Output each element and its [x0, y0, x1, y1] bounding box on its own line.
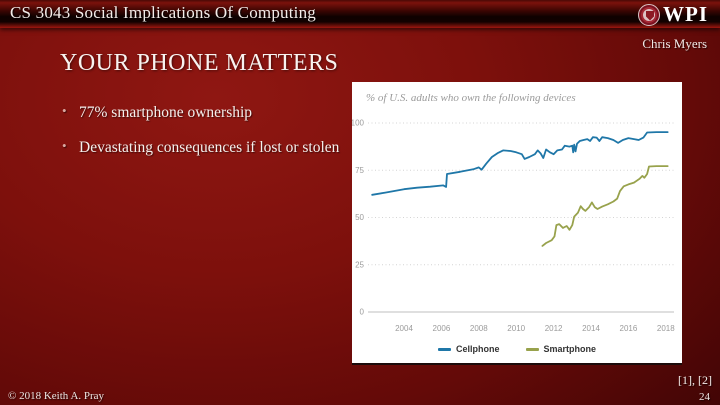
svg-text:0: 0 — [360, 308, 365, 317]
legend-item-smartphone: Smartphone — [525, 344, 597, 354]
course-title: CS 3043 Social Implications Of Computing — [10, 3, 316, 22]
bullet-list: 77% smartphone ownership Devastating con… — [62, 103, 347, 173]
wpi-logo: WPI — [638, 2, 708, 27]
bullet-item: 77% smartphone ownership — [62, 103, 347, 123]
footer-page-number: 24 — [699, 391, 710, 403]
bullet-item: Devastating consequences if lost or stol… — [62, 138, 347, 158]
svg-text:100: 100 — [352, 119, 365, 128]
wpi-logo-text: WPI — [663, 2, 708, 26]
legend-line-swatch-icon — [437, 347, 451, 351]
svg-text:2010: 2010 — [507, 324, 525, 333]
chart-image: 0 25 50 75 100 2004 2006 2008 2010 2012 2014 2016 20… — [352, 82, 682, 365]
svg-text:2006: 2006 — [433, 324, 451, 333]
slide-title: YOUR PHONE MATTERS — [60, 50, 339, 76]
legend-label: Cellphone — [455, 344, 500, 354]
header-bar: CS 3043 Social Implications Of Computing… — [0, 0, 720, 28]
legend-line-swatch-icon — [525, 347, 539, 351]
svg-text:2008: 2008 — [470, 324, 488, 333]
svg-text:2012: 2012 — [545, 324, 563, 333]
svg-text:50: 50 — [355, 213, 364, 222]
svg-text:25: 25 — [355, 260, 364, 269]
svg-text:2014: 2014 — [582, 324, 600, 333]
legend-label: Smartphone — [543, 344, 597, 354]
ownership-chart-svg: 0 25 50 75 100 2004 2006 2008 2010 2012 2014 2016 20… — [352, 119, 675, 334]
legend-item-cellphone: Cellphone — [437, 344, 500, 354]
svg-text:2016: 2016 — [620, 324, 638, 333]
chart-legend: Cellphone Smartphone — [352, 344, 682, 354]
wpi-seal-icon — [638, 3, 660, 26]
footer-copyright: © 2018 Keith A. Pray — [8, 390, 105, 402]
svg-text:75: 75 — [355, 166, 364, 175]
author-name: Chris Myers — [642, 36, 707, 51]
footer-references: [1], [2] — [678, 373, 712, 387]
svg-text:2004: 2004 — [395, 324, 413, 333]
svg-text:2018: 2018 — [657, 324, 675, 333]
chart-title: % of U.S. adults who own the following d… — [366, 92, 576, 104]
